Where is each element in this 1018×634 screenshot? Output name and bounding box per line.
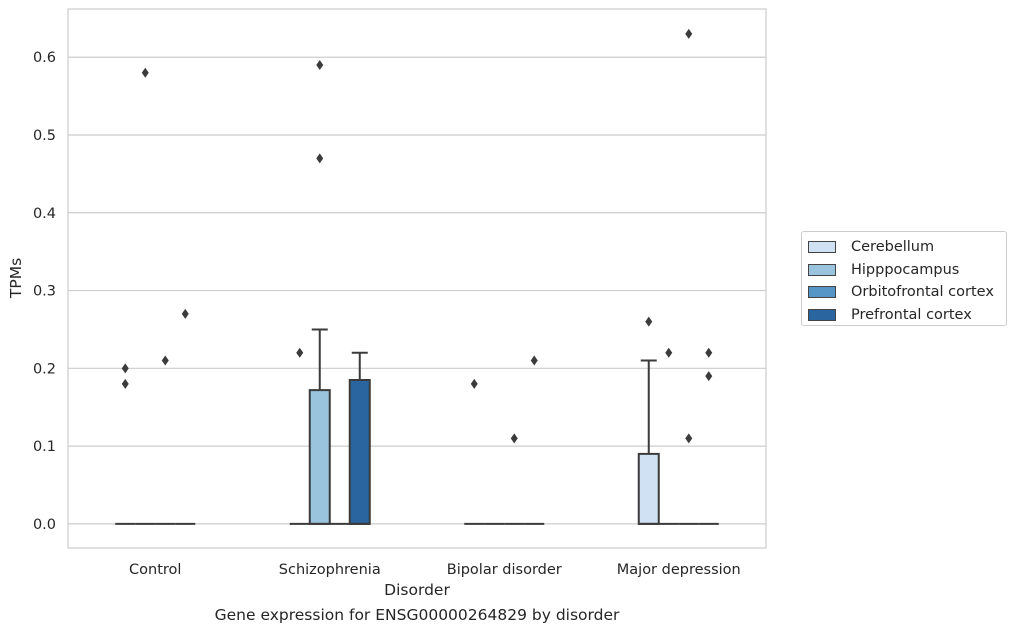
outlier-point bbox=[316, 60, 324, 70]
outlier-point bbox=[296, 347, 304, 358]
legend-item: Prefrontal cortex bbox=[808, 304, 1006, 327]
legend-swatch bbox=[808, 263, 836, 276]
legend-label: Prefrontal cortex bbox=[851, 307, 972, 324]
legend-label: Cerebellum bbox=[851, 239, 935, 256]
y-tick-label: 0.0 bbox=[33, 517, 56, 533]
chart-caption: Gene expression for ENSG00000264829 by d… bbox=[214, 606, 620, 624]
y-tick-label: 0.4 bbox=[33, 206, 56, 222]
legend-label: Orbitofrontal cortex bbox=[851, 284, 994, 301]
legend-item: Cerebellum bbox=[808, 236, 1006, 259]
box bbox=[637, 452, 660, 525]
outlier-point bbox=[316, 153, 324, 164]
legend: Cerebellum Hipppocampus Orbitofrontal cort… bbox=[801, 231, 1007, 326]
legend-swatch bbox=[808, 241, 836, 254]
gridlines bbox=[68, 56, 766, 525]
outlier-point bbox=[510, 433, 518, 444]
box bbox=[348, 379, 371, 525]
y-tick-label: 0.3 bbox=[33, 284, 56, 300]
outlier-point bbox=[665, 347, 673, 358]
box-marks bbox=[115, 28, 719, 525]
x-tick-label: Major depression bbox=[617, 562, 741, 578]
box bbox=[308, 389, 331, 525]
legend-swatch bbox=[808, 286, 836, 299]
y-tick-label: 0.6 bbox=[33, 50, 56, 66]
legend-item: Orbitofrontal cortex bbox=[808, 281, 1006, 304]
legend-label: Hipppocampus bbox=[851, 261, 960, 278]
outlier-point bbox=[530, 355, 538, 366]
outlier-point bbox=[645, 316, 653, 327]
x-tick-label: Bipolar disorder bbox=[447, 562, 562, 578]
x-axis-label: Disorder bbox=[384, 581, 450, 599]
outlier-point bbox=[685, 28, 693, 39]
outlier-point bbox=[121, 363, 129, 374]
legend-swatch bbox=[808, 309, 836, 322]
y-axis-label: TPMs bbox=[7, 258, 25, 299]
x-tick-labels: Control Schizophrenia Bipolar disorder Majo… bbox=[129, 562, 741, 578]
outlier-point bbox=[705, 347, 713, 358]
outlier-point bbox=[181, 308, 189, 319]
outlier-point bbox=[470, 378, 478, 389]
outlier-point bbox=[121, 378, 129, 389]
outlier-point bbox=[705, 371, 713, 382]
x-tick-label: Schizophrenia bbox=[279, 562, 381, 578]
x-tick-label: Control bbox=[129, 562, 181, 578]
outlier-point bbox=[161, 355, 169, 366]
outlier-point bbox=[141, 67, 149, 78]
y-tick-labels: 0.0 0.1 0.2 0.3 0.4 0.5 0.6 bbox=[33, 50, 56, 533]
legend-item: Hipppocampus bbox=[808, 259, 1006, 282]
y-tick-label: 0.5 bbox=[33, 128, 56, 144]
plot-frame bbox=[67, 8, 767, 549]
outlier-point bbox=[685, 433, 693, 444]
y-tick-label: 0.1 bbox=[33, 439, 56, 455]
y-tick-label: 0.2 bbox=[33, 361, 56, 377]
